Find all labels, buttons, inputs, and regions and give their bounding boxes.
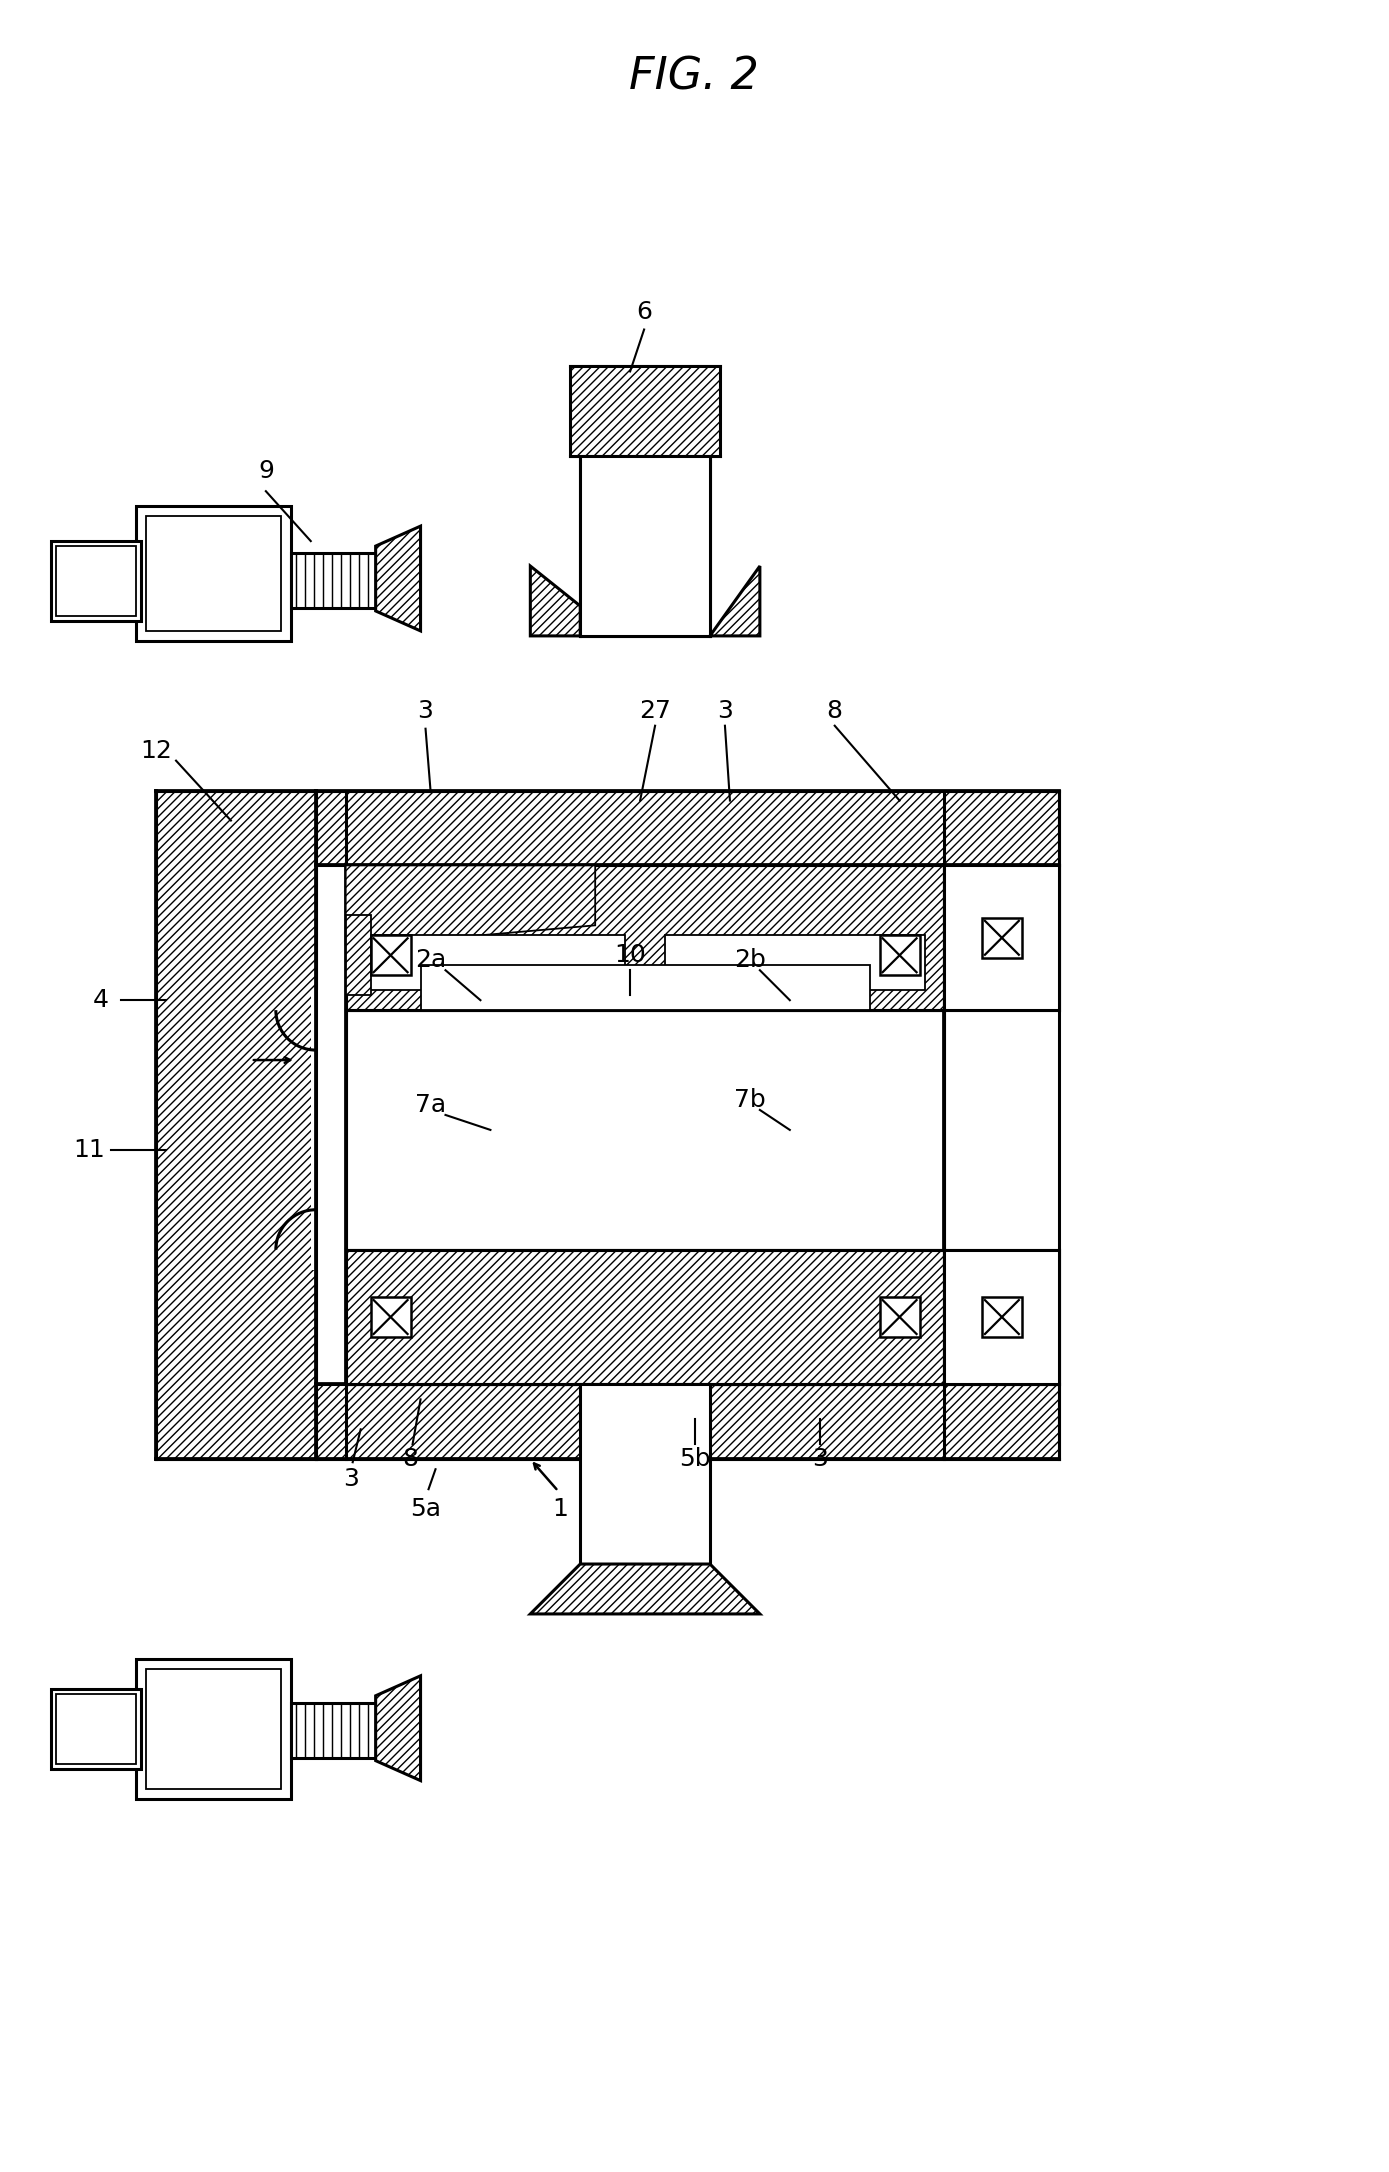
Bar: [945, 864, 1060, 1010]
Text: 2b: 2b: [733, 949, 765, 973]
Bar: [371, 936, 411, 975]
Polygon shape: [531, 567, 581, 636]
Polygon shape: [945, 1249, 1060, 1384]
Text: 3: 3: [811, 1447, 828, 1470]
Polygon shape: [710, 567, 760, 636]
Text: 3: 3: [717, 699, 733, 723]
Bar: [57, 1694, 136, 1764]
Bar: [421, 964, 870, 1010]
Polygon shape: [146, 517, 281, 630]
Bar: [581, 1384, 710, 1564]
Polygon shape: [146, 1668, 281, 1788]
Bar: [290, 554, 375, 608]
Polygon shape: [346, 914, 371, 995]
Polygon shape: [136, 1659, 290, 1798]
Text: 8: 8: [826, 699, 843, 723]
Text: 8: 8: [403, 1447, 418, 1470]
Polygon shape: [531, 1564, 760, 1614]
Polygon shape: [315, 791, 1060, 864]
Bar: [581, 456, 710, 636]
Polygon shape: [136, 506, 290, 641]
Bar: [879, 936, 920, 975]
Text: 9: 9: [258, 458, 274, 482]
Text: 11: 11: [74, 1138, 106, 1162]
Polygon shape: [346, 1249, 945, 1384]
Polygon shape: [375, 1677, 421, 1781]
Text: 7a: 7a: [415, 1093, 446, 1116]
Polygon shape: [315, 1384, 1060, 1460]
Bar: [51, 1690, 142, 1768]
Text: 7b: 7b: [733, 1088, 765, 1112]
Polygon shape: [365, 936, 625, 990]
Text: 1: 1: [553, 1497, 568, 1520]
Text: 2a: 2a: [415, 949, 446, 973]
Text: 4: 4: [93, 988, 110, 1012]
Bar: [879, 1297, 920, 1338]
Polygon shape: [375, 526, 421, 630]
Bar: [982, 919, 1022, 958]
Bar: [51, 541, 142, 621]
Polygon shape: [945, 864, 1060, 1010]
Bar: [346, 864, 945, 1384]
Text: 12: 12: [140, 738, 172, 762]
Bar: [982, 1297, 1022, 1338]
Bar: [371, 1297, 411, 1338]
Text: 5a: 5a: [410, 1497, 442, 1520]
Polygon shape: [346, 864, 945, 1010]
Text: 27: 27: [639, 699, 671, 723]
Bar: [57, 545, 136, 617]
Bar: [311, 990, 350, 1271]
Text: 5b: 5b: [679, 1447, 711, 1470]
Text: 3: 3: [343, 1468, 358, 1492]
Text: 6: 6: [636, 300, 651, 324]
Bar: [290, 1703, 375, 1757]
Bar: [945, 1249, 1060, 1384]
Polygon shape: [156, 791, 315, 1460]
Text: FIG. 2: FIG. 2: [629, 56, 758, 98]
Text: 10: 10: [614, 943, 646, 967]
Polygon shape: [665, 936, 925, 990]
Polygon shape: [346, 864, 596, 945]
Bar: [571, 367, 720, 456]
Text: 3: 3: [418, 699, 433, 723]
